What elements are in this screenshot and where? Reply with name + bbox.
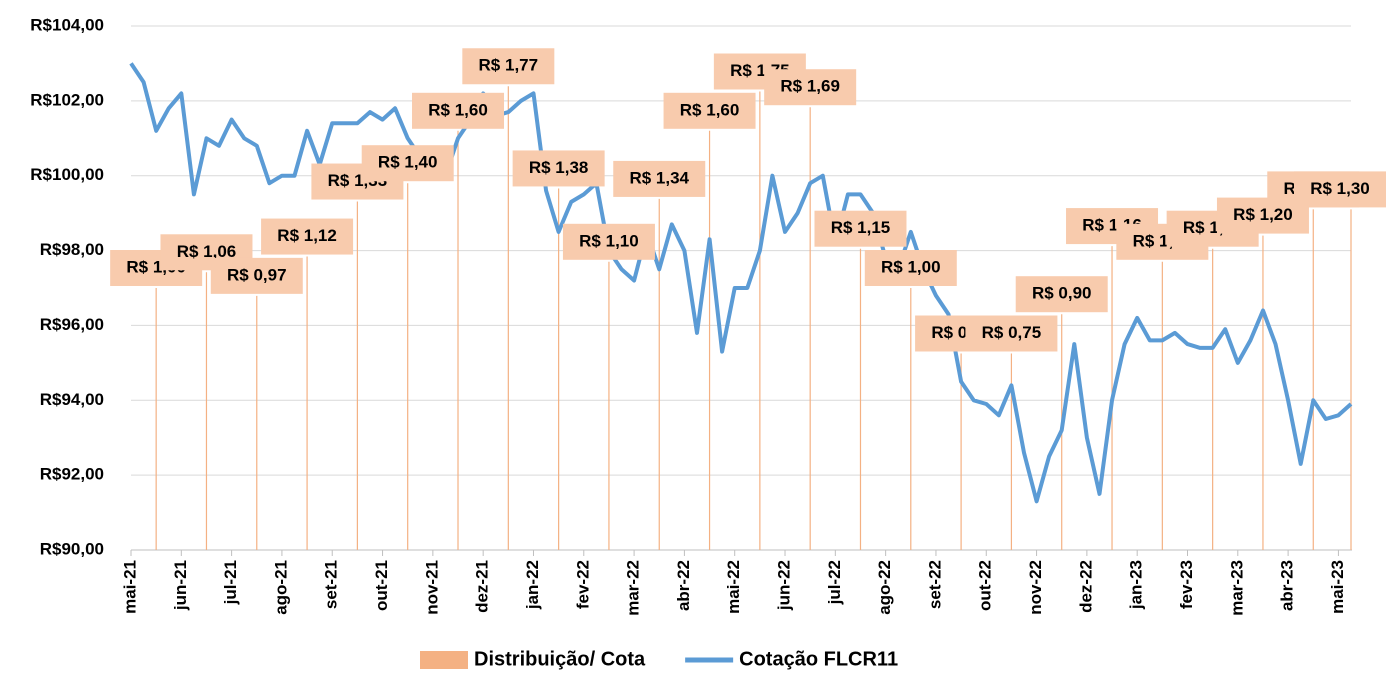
label-box: [462, 48, 555, 85]
label-box: [613, 160, 706, 197]
legend-swatch: [420, 651, 468, 669]
y-tick-label: R$94,00: [40, 390, 104, 409]
x-tick-label: abr-22: [674, 560, 693, 611]
x-tick-label: out-21: [372, 560, 391, 611]
legend-label: Distribuição/ Cota: [474, 648, 646, 670]
label-box: [562, 223, 655, 260]
label-box: [261, 218, 354, 255]
x-tick-label: ago-21: [271, 560, 290, 615]
y-tick-label: R$102,00: [30, 90, 104, 109]
x-tick-label: mai-22: [724, 560, 743, 614]
label-box: [210, 257, 303, 294]
x-tick-label: jul-22: [825, 560, 844, 605]
y-tick-label: R$104,00: [30, 15, 104, 34]
x-tick-label: jun-22: [775, 560, 794, 611]
data-label: R$ 1,77: [479, 56, 539, 75]
data-label: R$ 1,60: [428, 100, 488, 119]
data-label: R$ 1,38: [529, 158, 589, 177]
x-tick-label: mai-23: [1328, 560, 1347, 614]
x-tick-label: ago-22: [875, 560, 894, 615]
x-tick-label: fev-22: [573, 560, 592, 609]
label-box: [764, 69, 857, 106]
x-tick-label: mar-23: [1227, 560, 1246, 616]
label-box: [412, 92, 505, 129]
data-label: R$ 1,34: [629, 168, 689, 187]
data-label: R$ 0,90: [1032, 284, 1092, 303]
label-box: [1015, 276, 1108, 313]
data-label: R$ 1,60: [680, 100, 740, 119]
x-tick-label: fev-23: [1177, 560, 1196, 609]
data-label: R$ 0,97: [227, 265, 287, 284]
x-tick-label: nov-21: [422, 560, 441, 615]
price-line: [129, 62, 1353, 504]
data-label: R$ 1,00: [881, 257, 941, 276]
legend-label: Cotação FLCR11: [739, 648, 898, 670]
x-tick-label: set-22: [925, 560, 944, 609]
x-tick-label: nov-22: [1026, 560, 1045, 615]
x-tick-label: jan-22: [523, 560, 542, 610]
x-tick-label: dez-21: [473, 560, 492, 613]
label-box: [1294, 171, 1386, 208]
label-box: [361, 145, 454, 182]
y-tick-label: R$96,00: [40, 315, 104, 334]
x-tick-label: jun-21: [171, 560, 190, 611]
label-box: [965, 315, 1058, 352]
x-tick-label: jul-21: [221, 560, 240, 605]
x-tick-label: set-21: [322, 560, 341, 609]
label-box: [814, 210, 907, 247]
data-label: R$ 1,69: [780, 77, 840, 96]
label-box: [663, 92, 756, 129]
x-tick-label: abr-23: [1278, 560, 1297, 611]
y-tick-label: R$98,00: [40, 240, 104, 259]
x-tick-label: mar-22: [624, 560, 643, 616]
y-tick-label: R$90,00: [40, 539, 104, 558]
x-tick-label: dez-22: [1076, 560, 1095, 613]
label-box: [864, 250, 957, 286]
data-label: R$ 1,30: [1310, 179, 1370, 198]
data-label: R$ 1,15: [831, 218, 891, 237]
x-tick-label: out-22: [976, 560, 995, 611]
y-tick-label: R$100,00: [30, 165, 104, 184]
label-box: [512, 150, 605, 187]
data-label: R$ 0,75: [982, 323, 1042, 342]
data-label: R$ 1,10: [579, 231, 639, 250]
data-label: R$ 1,12: [277, 226, 337, 245]
x-tick-label: mai-21: [120, 560, 139, 614]
data-label: R$ 1,40: [378, 153, 438, 172]
x-tick-label: jan-23: [1127, 560, 1146, 610]
y-tick-label: R$92,00: [40, 465, 104, 484]
data-label: R$ 1,06: [177, 242, 237, 261]
data-label: R$ 1,20: [1233, 205, 1293, 224]
